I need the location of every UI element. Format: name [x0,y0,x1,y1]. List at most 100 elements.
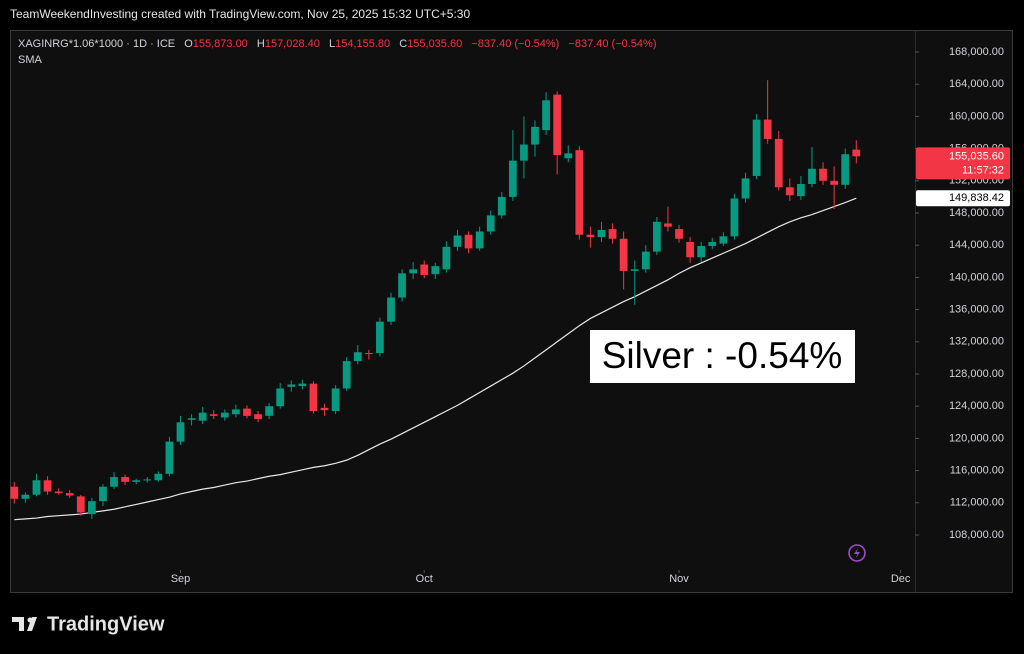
symbol: XAGINRG*1.06*1000 · 1D · ICE [18,38,175,50]
o-key: O [184,38,193,50]
logo: TradingView [12,613,165,635]
candle-body [741,178,750,199]
candle-body [398,273,406,298]
y-tick-label: 168,000.00 [949,46,1004,58]
y-tick-label: 112,000.00 [950,497,1004,509]
candle-body [608,229,617,239]
logo-text: TradingView [47,613,165,635]
candle-body [198,412,207,421]
candle-body [852,149,861,157]
x-tick-label: Dec [891,573,911,585]
l-key: L [329,38,335,50]
h-key: H [257,38,265,50]
candle-body [453,235,462,247]
candle-body [364,353,373,355]
change: −837.40 (−0.54%) [471,38,559,50]
sma-price-label: 149,838.42 [949,192,1004,204]
candle-body [442,246,451,270]
candle-body [619,238,628,271]
candle-body [309,383,318,412]
candle-body [243,408,251,416]
candle-body [132,480,141,482]
candle-body [87,501,96,515]
candle-body [353,352,362,362]
candle-body [431,266,440,275]
credit: TeamWeekendInvesting created with Tradin… [10,7,470,21]
candle-body [76,496,85,513]
y-tick-label: 164,000.00 [949,78,1004,90]
y-tick-label: 148,000.00 [949,207,1004,219]
candle-body [630,269,639,271]
candle-body [785,187,794,196]
candle-body [575,150,584,235]
c-value: 155,035.60 [407,38,462,50]
candle-body [99,486,107,502]
candle-body [387,297,395,322]
plot: 108,000.00 112,000.00 116,000.00 120,000.00… [10,46,1010,585]
x-tick-label: Oct [416,573,433,585]
candle-body [497,196,506,216]
candle-body [808,168,816,185]
lightning-icon [848,544,866,562]
annotation-box: Silver : -0.54% [590,330,855,383]
chart-panel [10,30,1013,593]
last-price-label: 155,035.60 [949,150,1004,162]
candle-body [542,100,550,131]
candle-body [730,198,739,237]
y-tick-label: 108,000.00 [949,529,1004,541]
candle-body [110,477,118,487]
candle-body [276,388,285,407]
candle-body [265,406,274,416]
y-tick-label: 136,000.00 [949,303,1004,315]
candle-body [664,223,672,227]
candle-body [342,361,351,389]
candle-body [165,441,174,474]
annotation: Silver : -0.54% [602,335,843,376]
candle-body [331,388,340,412]
candle-body [409,269,418,274]
candle-body [763,119,772,139]
candle-body [708,241,717,246]
candle-body [830,180,839,185]
candle-body [43,480,52,492]
x-tick-label: Sep [171,573,191,585]
change-percent: −837.40 (−0.54%) [568,38,656,50]
y-tick-label: 144,000.00 [949,239,1004,251]
sma-price-box [916,190,1010,207]
o-value: 155,873.00 [193,38,248,50]
candle-body [10,486,19,499]
y-tick-label: 116,000.00 [950,464,1004,476]
candle-body [154,473,163,481]
candle-body [597,229,606,238]
candle-body [641,251,650,270]
candle-body [486,215,495,232]
sma-line [14,197,857,521]
candle-body [32,480,41,495]
candle-body [376,321,384,354]
y-tick-label: 128,000.00 [949,368,1004,380]
candle-body [176,422,185,442]
h-value: 157,028.40 [265,38,320,50]
y-tick-label: 160,000.00 [949,110,1004,122]
candle-body [564,153,573,159]
candle-body [287,384,296,387]
sma-legend: SMA [18,54,43,66]
candle-body [797,184,805,197]
candle-body [508,160,517,197]
legend: XAGINRG*1.06*1000 · 1D · ICE O155,873.00… [18,38,657,50]
candle-body [520,144,528,161]
y-tick-label: 120,000.00 [949,432,1004,444]
candle-body [298,383,307,387]
candle-body [187,418,196,420]
candle-body [774,138,783,188]
candle-body [697,245,706,258]
candle-body [254,414,262,420]
last-price-box [916,147,1010,180]
y-tick-label: 132,000.00 [949,336,1004,348]
countdown: 11:57:32 [962,164,1004,176]
c-key: C [399,38,407,50]
candle-body [320,407,329,411]
candle-body [464,234,473,249]
candle-body [420,264,429,275]
